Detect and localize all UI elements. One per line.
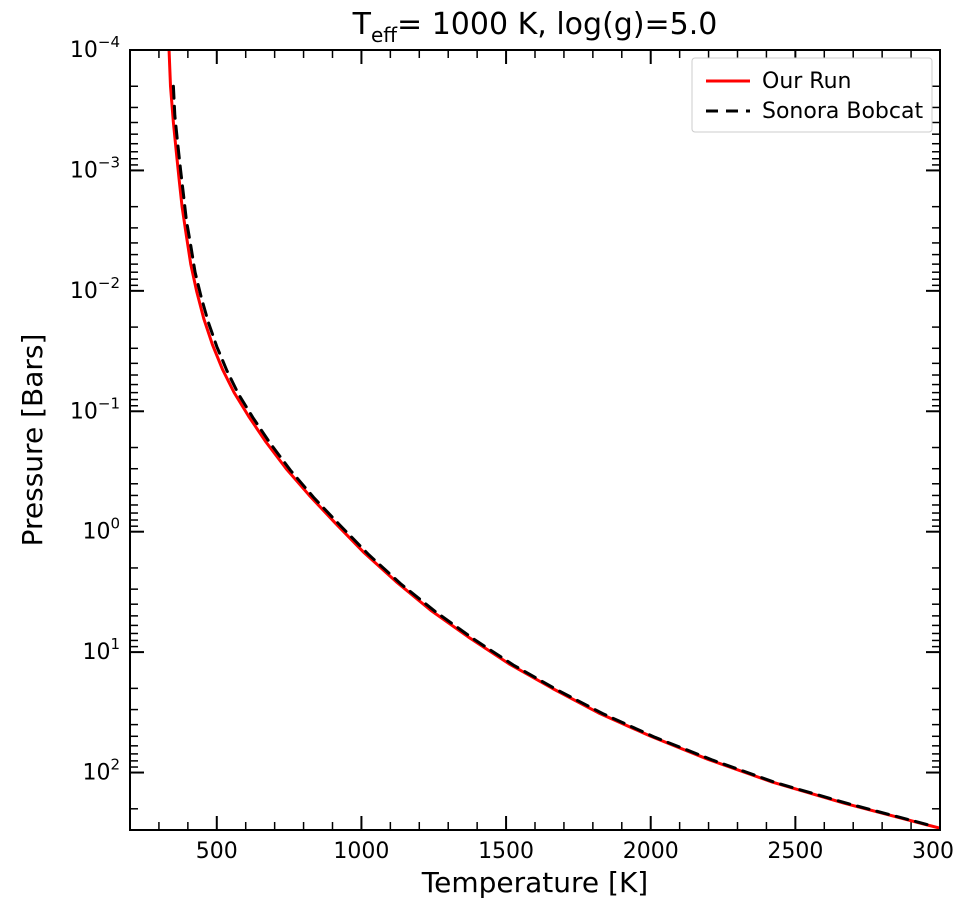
xtick-label: 2500: [767, 839, 823, 864]
legend: Our Run Sonora Bobcat: [692, 58, 932, 132]
legend-label: Our Run: [762, 69, 851, 94]
chart-svg: 5001000150020002500300010−410−310−210−11…: [0, 0, 954, 903]
xtick-label: 3000: [912, 839, 954, 864]
xtick-label: 500: [196, 839, 238, 864]
y-axis-label: Pressure [Bars]: [16, 334, 49, 547]
legend-label: Sonora Bobcat: [762, 99, 923, 124]
chart-title: Teff= 1000 K, log(g)=5.0: [352, 7, 718, 47]
x-axis-label: Temperature [K]: [421, 866, 648, 899]
xtick-label: 1500: [478, 839, 534, 864]
pt-profile-chart: 5001000150020002500300010−410−310−210−11…: [0, 0, 954, 903]
xtick-label: 2000: [623, 839, 679, 864]
xtick-label: 1000: [333, 839, 389, 864]
